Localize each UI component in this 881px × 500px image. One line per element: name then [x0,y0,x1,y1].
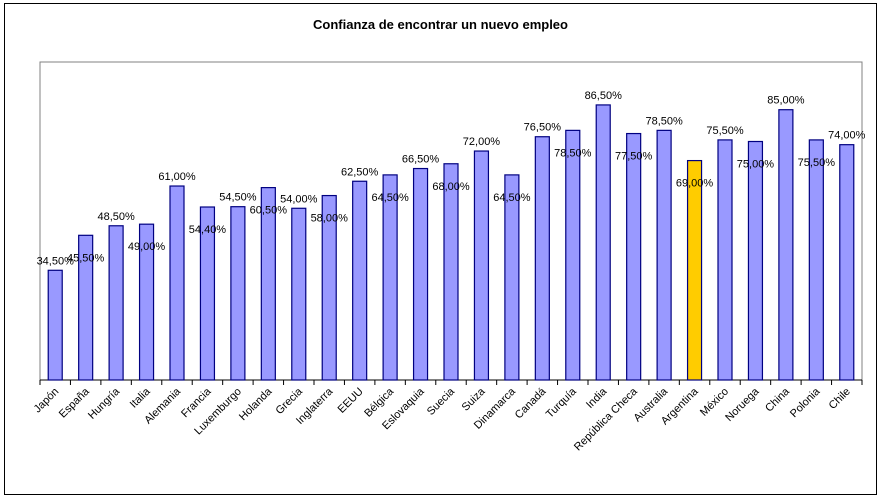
data-label-8: 54,00% [280,193,318,205]
data-label-19: 77,50% [615,151,653,163]
chart-title: Confianza de encontrar un nuevo empleo [313,17,568,32]
x-tick-label-16: Canadá [513,385,549,421]
data-label-22: 75,50% [706,125,744,137]
bar-4 [169,185,185,381]
data-label-4: 61,00% [158,171,196,183]
bar-19 [626,132,642,381]
x-tick-label-2: Hungría [86,385,123,422]
bar-21 [686,159,703,381]
data-label-17: 78,50% [554,147,592,159]
data-label-23: 75,00% [737,159,775,171]
bar-24 [778,109,794,381]
bar-5 [199,206,216,381]
data-label-2: 48,50% [97,211,135,223]
bar-25 [808,139,824,381]
bar-1 [78,234,94,381]
data-label-6: 54,50% [219,192,257,204]
data-label-25: 75,50% [798,157,836,169]
bar-0 [47,269,63,381]
chart-frame [4,3,877,495]
x-tick-label-14: Suiza [460,385,489,414]
x-tick-label-25: Polonia [788,385,823,420]
bar-14 [473,150,490,381]
data-label-3: 49,00% [128,241,166,253]
data-label-13: 68,00% [432,181,470,193]
x-tick-label-3: Italia [128,385,154,411]
bar-2 [108,225,124,381]
bar-9 [321,194,337,381]
bar-10 [352,180,368,381]
bar-12 [412,167,429,381]
bar-13 [443,163,459,381]
data-label-24: 85,00% [767,95,805,107]
bar-22 [717,139,733,381]
bar-20 [656,129,672,381]
x-tick-label-26: Chile [827,386,853,412]
bar-16 [534,136,550,381]
x-tick-label-23: Noruega [723,385,762,424]
data-label-11: 64,50% [371,192,409,204]
data-label-21: 69,00% [676,178,714,190]
data-label-7: 60,50% [250,205,288,217]
bar-15 [504,174,520,381]
data-label-1: 45,50% [67,252,105,264]
x-tick-label-18: India [584,385,610,411]
data-label-10: 62,50% [341,166,379,178]
bar-7 [260,187,276,381]
data-label-20: 78,50% [645,115,683,127]
data-label-15: 64,50% [493,192,531,204]
data-label-14: 72,00% [463,136,501,148]
x-tick-label-17: Turquía [544,385,580,421]
data-label-5: 54,40% [189,224,227,236]
data-label-18: 86,50% [585,90,623,102]
bar-6 [230,206,246,381]
data-label-9: 58,00% [311,213,349,225]
bar-26 [839,144,855,381]
bar-3 [138,223,155,381]
bar-8 [291,207,307,381]
x-tick-label-7: Holanda [237,385,275,423]
data-label-26: 74,00% [828,130,866,142]
bar-18 [595,104,611,381]
data-label-0: 34,50% [37,255,75,267]
x-tick-label-13: Suecia [425,385,458,418]
bar-23 [747,140,764,381]
data-label-16: 76,50% [524,122,562,134]
data-label-12: 66,50% [402,154,440,166]
bar-17 [565,129,581,381]
bar-11 [382,174,398,381]
